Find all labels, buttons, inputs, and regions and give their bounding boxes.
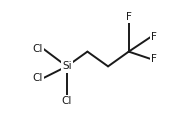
- Text: Cl: Cl: [33, 44, 43, 54]
- Text: F: F: [126, 12, 132, 22]
- Text: Cl: Cl: [61, 96, 72, 106]
- Text: F: F: [151, 54, 157, 64]
- Text: F: F: [151, 32, 157, 42]
- Text: Cl: Cl: [33, 73, 43, 83]
- Text: Si: Si: [62, 61, 72, 71]
